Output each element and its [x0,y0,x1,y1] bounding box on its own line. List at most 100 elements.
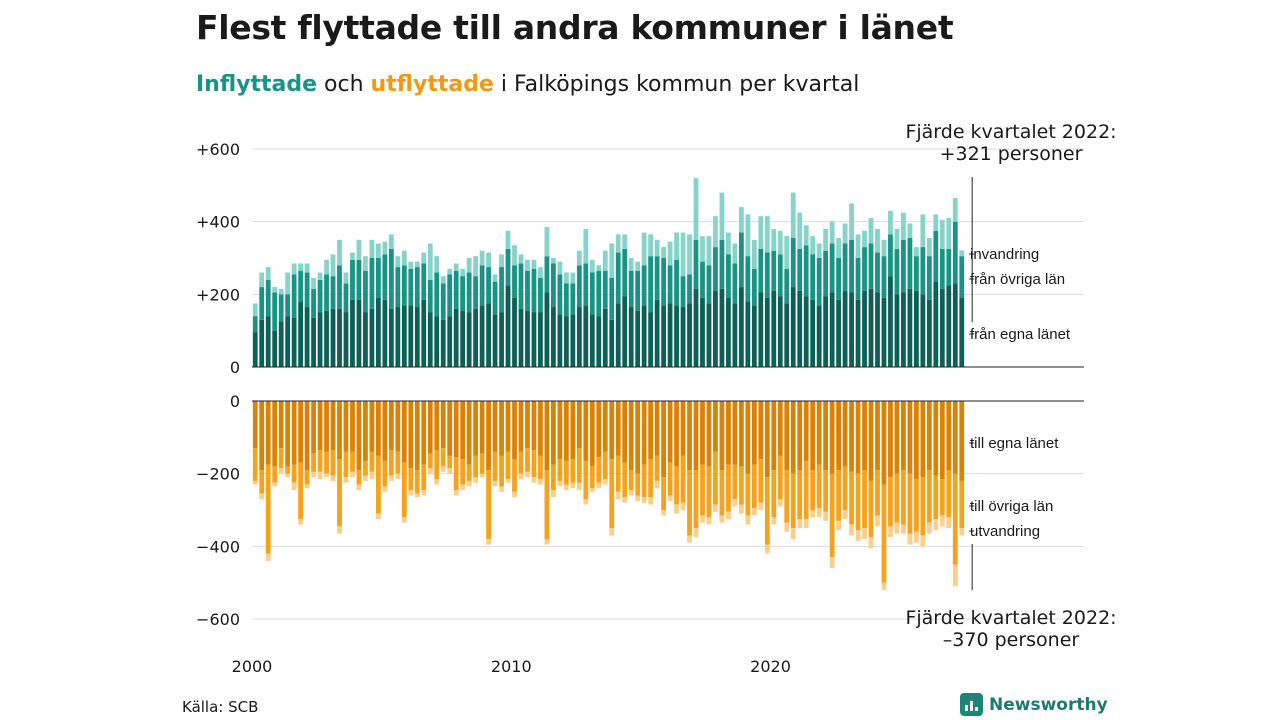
bar-in-0 [518,308,524,367]
bar-in-2 [680,232,686,277]
bar-in-1 [764,252,770,298]
bar-in-2 [525,259,530,271]
bar-out-0 [609,401,615,460]
bar-out-0 [427,401,433,454]
bar-in-1 [447,274,453,317]
bar-in-0 [447,316,453,367]
bar-out-1 [842,466,848,510]
brand-name: Newsworthy [989,694,1108,715]
bar-in-1 [278,294,284,322]
bar-in-0 [868,288,874,367]
bar-out-1 [466,464,472,481]
bar-in-2 [609,243,615,278]
bar-out-2 [674,504,679,514]
bar-out-2 [952,564,958,587]
bar-out-1 [888,477,893,527]
bar-in-1 [784,268,790,304]
bar-out-2 [855,529,861,541]
bar-in-0 [363,312,368,367]
bar-out-0 [589,401,595,467]
chart-subtitle: Inflyttade och utflyttade i Falköpings k… [196,72,859,97]
bar-in-1 [479,265,485,306]
bar-out-2 [797,519,803,529]
bar-in-0 [376,297,381,367]
bar-out-0 [317,401,323,451]
bar-out-2 [350,471,355,478]
bar-out-1 [687,470,692,536]
bar-out-0 [959,401,965,481]
bar-in-2 [920,214,926,248]
bar-in-1 [758,248,764,293]
bar-out-1 [920,477,926,536]
bar-in-0 [576,307,582,367]
bar-in-2 [311,277,316,289]
bar-out-1 [693,470,699,529]
bar-in-2 [758,216,764,249]
bar-out-0 [901,401,906,471]
bar-out-2 [868,537,874,549]
bar-in-0 [745,301,751,367]
bar-in-1 [525,270,530,311]
bar-in-2 [797,212,803,249]
bar-in-0 [894,294,900,367]
bar-in-2 [622,234,628,249]
bar-out-0 [868,401,874,481]
bar-out-2 [440,466,446,472]
bar-in-2 [538,267,543,278]
bar-in-1 [875,252,880,293]
series-label-in: från övriga län [970,271,1065,288]
bar-in-1 [492,281,498,315]
bar-in-1 [505,248,511,286]
bar-in-0 [453,308,459,367]
bar-in-0 [667,303,673,367]
bar-out-1 [771,470,777,518]
bar-out-0 [570,401,576,460]
bar-out-0 [738,401,744,467]
bar-in-2 [868,218,874,244]
bar-out-2 [505,479,511,483]
bar-out-1 [939,479,945,516]
bar-out-0 [388,401,394,451]
bar-in-0 [959,297,965,367]
bar-out-0 [829,401,835,474]
bar-in-0 [382,299,388,367]
bar-in-1 [544,256,550,293]
bar-out-1 [959,480,965,529]
bar-in-2 [726,232,731,255]
bar-in-0 [531,312,537,367]
bar-in-2 [440,276,446,284]
bar-out-2 [337,526,342,534]
bar-out-1 [363,460,368,476]
bar-out-1 [557,459,563,481]
bar-out-2 [959,528,965,536]
bar-out-2 [499,486,504,492]
bar-out-0 [667,401,673,463]
bar-out-0 [466,401,472,465]
bar-out-1 [907,473,913,534]
bar-out-1 [337,459,342,527]
bar-out-1 [525,448,530,472]
bar-in-1 [777,254,783,297]
bar-out-1 [453,457,459,491]
bar-out-2 [479,473,485,478]
bar-in-0 [881,297,887,367]
bar-out-0 [486,401,491,471]
bar-in-1 [395,267,401,308]
bar-in-1 [427,279,433,313]
brand-logo[interactable]: Newsworthy [960,693,1108,716]
bar-out-1 [369,451,375,472]
bar-in-2 [563,272,569,284]
subtitle-inflyttade: Inflyttade [196,72,318,97]
bar-out-0 [862,401,867,471]
bar-out-1 [317,450,323,472]
bar-out-2 [842,510,848,520]
bar-in-0 [583,305,589,367]
bar-out-2 [278,468,284,474]
bar-in-2 [771,228,777,251]
bar-out-1 [622,462,628,498]
bar-in-2 [959,250,965,257]
bar-in-0 [538,312,543,367]
bar-in-1 [745,256,751,302]
bar-in-1 [622,248,628,297]
bar-out-2 [667,495,673,501]
